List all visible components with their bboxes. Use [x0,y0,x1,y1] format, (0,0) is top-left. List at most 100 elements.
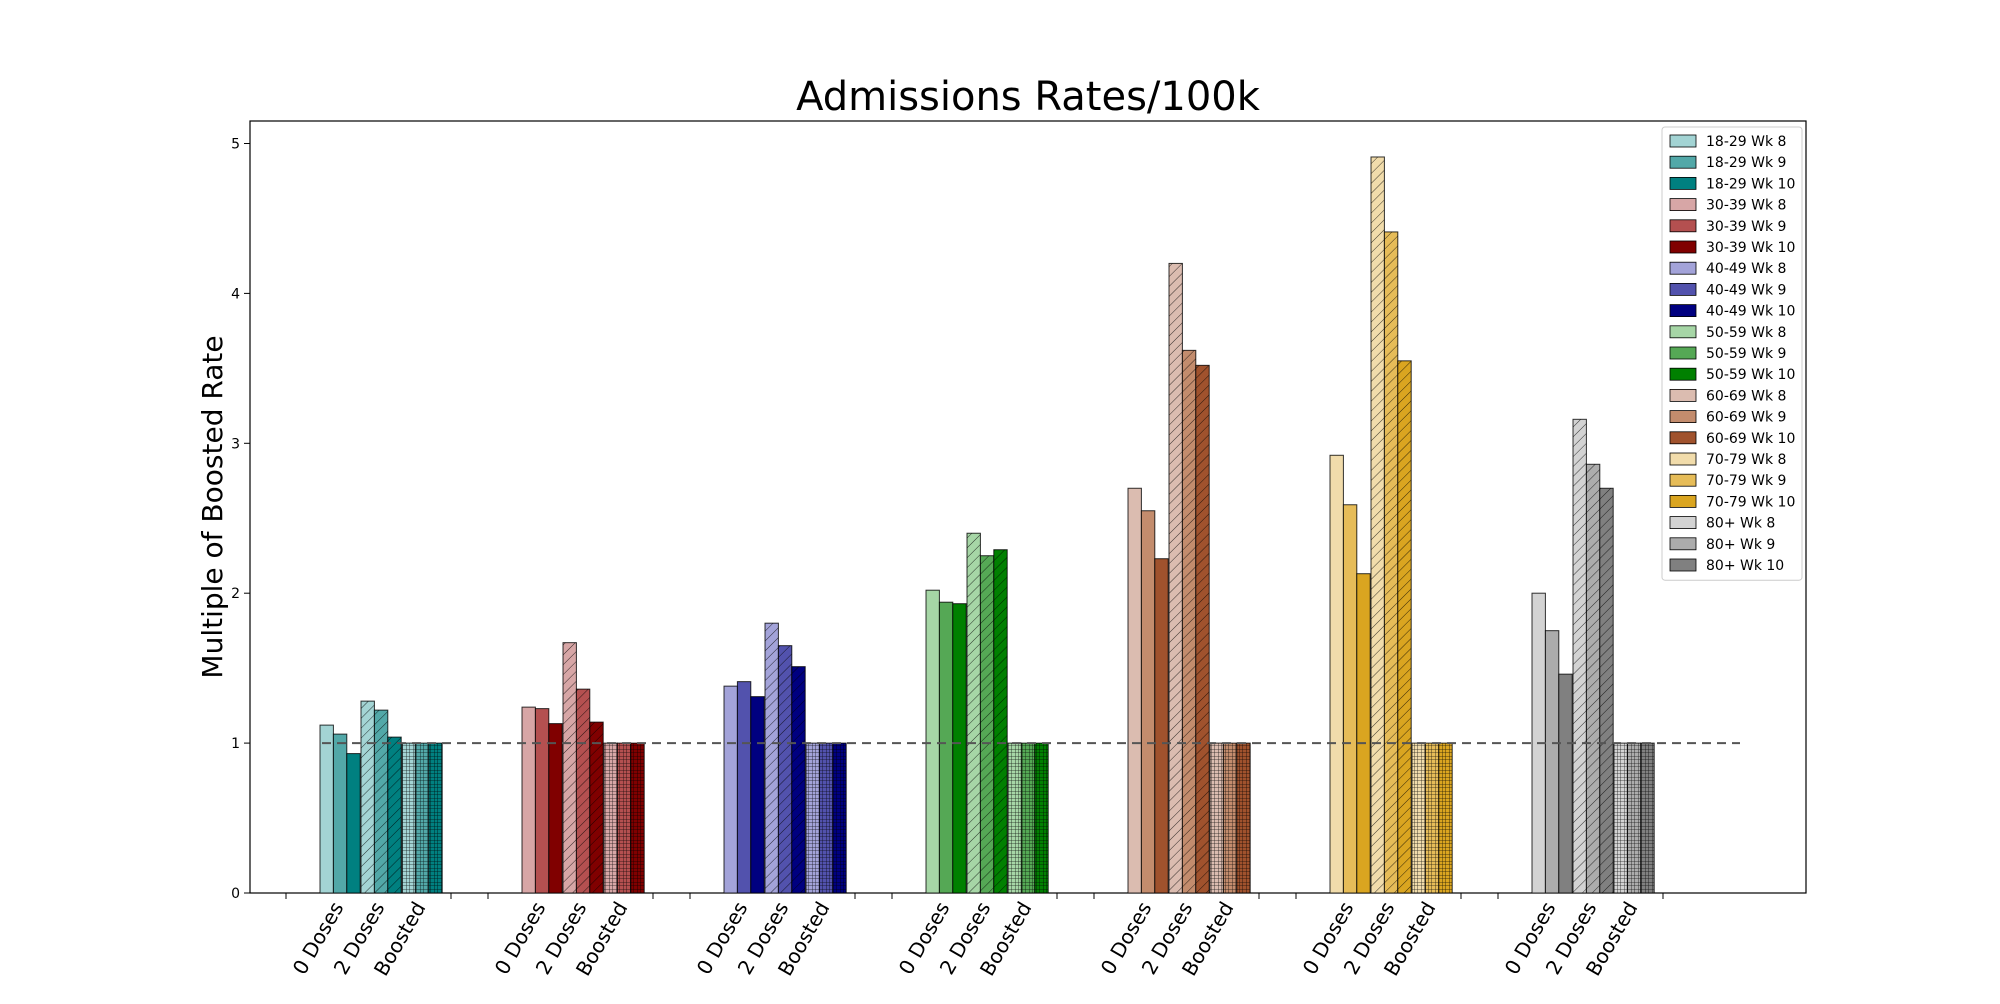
legend-swatch [1669,537,1697,551]
bar-30-39-boosted-wk8-pattern [604,743,618,893]
legend-label: 30-39 Wk 10 [1706,240,1795,256]
legend-label: 70-79 Wk 8 [1706,452,1786,468]
bar-80plus-2-doses-wk10-pattern [1599,488,1614,893]
bar-40-49-2-doses-wk10-outline [791,666,806,894]
legend-swatch [1669,176,1697,190]
legend-box [1661,126,1803,581]
legend-label: 40-49 Wk 9 [1706,282,1786,298]
bar-18-29-boosted-wk8-pattern [402,743,416,893]
bar-60-69-0-doses-wk9 [1141,510,1155,893]
bar-50-59-0-doses-wk9 [939,602,953,893]
y-tick-label: 4 [231,286,240,302]
y-axis-label: Multiple of Boosted Rate [196,335,229,678]
bar-40-49-0-doses-wk8 [724,686,738,893]
legend-swatch [1669,346,1697,360]
bar-80plus-boosted-wk9-pattern [1627,743,1641,893]
bar-70-79-boosted-wk10-outline [1438,742,1453,894]
legend-swatch [1669,558,1697,572]
bar-80plus-2-doses-wk8-pattern [1573,419,1587,893]
bar-40-49-boosted-wk8-pattern [806,743,820,893]
bar-50-59-0-doses-wk10 [952,603,967,893]
bar-60-69-boosted-wk10-pattern [1236,743,1251,893]
bar-60-69-2-doses-wk8-pattern [1169,263,1183,893]
legend-swatch [1669,388,1697,402]
bar-70-79-boosted-wk10-pattern [1438,743,1453,893]
legend-swatch [1669,431,1697,445]
bar-70-79-2-doses-wk10-pattern [1397,360,1412,893]
bar-18-29-boosted-wk10-pattern [428,743,443,893]
bar-60-69-0-doses-wk10 [1154,558,1169,893]
bar-50-59-boosted-wk10-pattern [1034,743,1049,893]
legend-label: 50-59 Wk 8 [1706,325,1786,341]
bar-60-69-boosted-wk8-pattern [1210,743,1224,893]
bar-60-69-2-doses-wk10-outline [1195,364,1210,894]
legend-label: 18-29 Wk 9 [1706,155,1786,171]
bar-30-39-boosted-wk9-pattern [617,743,631,893]
bar-30-39-boosted-wk10-pattern [630,743,645,893]
legend-label: 18-29 Wk 8 [1706,134,1786,150]
bar-50-59-boosted-wk10-outline [1034,742,1049,894]
legend-swatch [1669,198,1697,212]
bar-40-49-boosted-wk9-pattern [819,743,833,893]
legend-swatch [1669,134,1697,148]
bar-18-29-boosted-wk9-pattern [415,743,429,893]
bar-50-59-0-doses-wk10-outline [952,603,967,894]
bar-18-29-0-doses-wk10-outline [346,753,361,894]
legend-swatch [1669,452,1697,466]
bar-70-79-0-doses-wk10-outline [1356,573,1371,894]
bar-60-69-boosted-wk9-pattern [1223,743,1237,893]
bar-50-59-2-doses-wk9-pattern [980,555,994,893]
bar-40-49-2-doses-wk8-pattern [765,623,779,893]
bar-40-49-0-doses-wk10-outline [750,696,765,894]
legend: 18-29 Wk 8 18-29 Wk 9 18-29 Wk 10 30-39 Wk … [1661,126,1803,581]
bar-30-39-2-doses-wk9-pattern [576,689,590,893]
bar-40-49-2-doses-wk9-pattern [778,645,792,893]
bar-50-59-boosted-wk8-pattern [1008,743,1022,893]
legend-label: 70-79 Wk 9 [1706,473,1786,489]
bar-70-79-2-doses-wk10-outline [1397,360,1412,894]
legend-label: 40-49 Wk 8 [1706,261,1786,277]
bar-70-79-boosted-wk9-pattern [1425,743,1439,893]
bar-80plus-2-doses-wk10-outline [1599,487,1614,894]
bar-30-39-0-doses-wk10 [548,723,563,893]
legend-swatch [1669,282,1697,296]
bar-80plus-2-doses-wk9-pattern [1586,464,1600,893]
y-tick-label: 2 [231,586,240,602]
bar-30-39-0-doses-wk8 [522,707,536,893]
bar-70-79-0-doses-wk10 [1356,573,1371,893]
legend-label: 80+ Wk 8 [1706,516,1775,532]
bar-18-29-2-doses-wk8-pattern [361,701,375,893]
bar-70-79-0-doses-wk8 [1330,455,1344,893]
legend-label: 30-39 Wk 9 [1706,219,1786,235]
y-tick-label: 0 [231,886,240,902]
bar-50-59-boosted-wk9-pattern [1021,743,1035,893]
legend-swatch [1669,367,1697,381]
bar-18-29-2-doses-wk10-pattern [387,737,402,893]
legend-swatch [1669,516,1697,529]
legend-label: 50-59 Wk 10 [1706,367,1795,383]
bar-50-59-2-doses-wk10-pattern [993,549,1008,893]
bar-70-79-0-doses-wk9 [1343,504,1357,893]
bar-40-49-0-doses-wk9 [737,681,751,893]
bar-30-39-2-doses-wk10-pattern [589,722,604,893]
bar-70-79-2-doses-wk8-pattern [1371,156,1385,894]
bar-70-79-boosted-wk8-pattern [1412,743,1426,893]
bar-40-49-0-doses-wk10 [750,696,765,893]
bar-30-39-2-doses-wk10-outline [589,721,604,894]
bar-30-39-0-doses-wk9 [535,708,549,893]
legend-swatch [1669,240,1697,254]
legend-swatch [1669,473,1697,487]
legend-swatch [1669,261,1697,275]
bar-18-29-0-doses-wk8 [320,725,334,893]
bar-60-69-2-doses-wk9-pattern [1182,350,1196,894]
bar-18-29-0-doses-wk9 [333,734,347,893]
legend-swatch [1669,494,1697,508]
legend-label: 60-69 Wk 10 [1706,431,1795,447]
bar-30-39-0-doses-wk10-outline [548,723,563,894]
bar-18-29-2-doses-wk9-pattern [374,710,388,893]
legend-swatch [1669,304,1697,318]
bar-50-59-2-doses-wk10-outline [993,549,1008,894]
